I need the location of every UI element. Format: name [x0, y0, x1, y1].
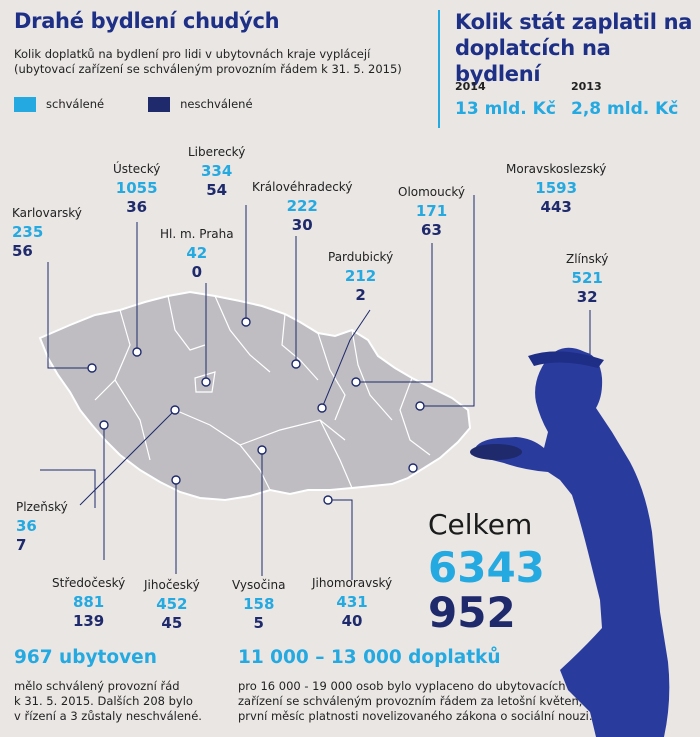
subtitle-line1: Kolik doplatků na bydlení pro lidi v uby… — [14, 47, 371, 61]
region-zlinsky: Zlínský 521 32 — [566, 250, 608, 307]
region-name: Plzeňský — [16, 500, 68, 514]
region-rejected: 40 — [341, 612, 363, 630]
header-divider — [438, 10, 440, 128]
subtitle-line2: (ubytovací zařízení se schváleným provoz… — [14, 62, 402, 76]
region-rejected: 5 — [253, 614, 264, 632]
region-rejected: 63 — [421, 221, 442, 239]
region-rejected: 2 — [355, 286, 366, 304]
region-approved: 521 — [571, 269, 603, 287]
right-title-line2: doplatcích na bydlení — [455, 36, 611, 86]
region-vysocina: Vysočina 158 5 — [232, 576, 285, 633]
footer-right-text: pro 16 000 - 19 000 osob bylo vyplaceno … — [238, 679, 592, 724]
region-stredocesky: Středočeský 881 139 — [52, 574, 125, 631]
legend: schválené neschválené — [14, 97, 253, 112]
region-name: Hl. m. Praha — [160, 227, 234, 241]
year-2013: 2013 2,8 mld. Kč — [571, 80, 678, 119]
region-karlovarsky: Karlovarský 235 56 — [12, 204, 82, 261]
hat-brim — [528, 351, 604, 368]
legend-approved-swatch — [14, 97, 36, 112]
region-rejected: 443 — [540, 198, 572, 216]
region-approved: 235 — [12, 223, 44, 241]
subtitle: Kolik doplatků na bydlení pro lidi v uby… — [14, 47, 434, 77]
footer-left-line1: mělo schválený provozní řád — [14, 679, 180, 693]
region-rejected: 54 — [206, 181, 228, 199]
year-2013-amount: 2,8 mld. Kč — [571, 99, 679, 119]
region-name: Karlovarský — [12, 206, 82, 220]
region-approved: 334 — [200, 162, 233, 180]
footer-right-heading: 11 000 – 13 000 doplatků — [238, 647, 501, 668]
beggar-silhouette — [474, 347, 670, 737]
right-title-line1: Kolik stát zaplatil na — [455, 10, 693, 34]
year-2014: 2014 13 mld. Kč — [455, 80, 556, 119]
region-ustecky: Ústecký 1055 36 — [113, 160, 160, 217]
region-name: Jihočeský — [144, 578, 200, 592]
footer-right-line3: první měsíc platnosti novelizovaného zák… — [238, 709, 593, 723]
region-name: Ústecký — [113, 162, 161, 176]
region-pardubicky: Pardubický 212 2 — [328, 248, 393, 305]
region-borders — [94, 295, 431, 491]
region-olomoucky: Olomoucký 171 63 — [398, 183, 465, 240]
region-approved: 881 — [72, 593, 105, 611]
year-2013-label: 2013 — [571, 80, 602, 93]
region-name: Olomoucký — [398, 185, 465, 199]
footer-right-line1: pro 16 000 - 19 000 osob bylo vyplaceno … — [238, 679, 566, 693]
region-rejected: 36 — [126, 198, 148, 216]
year-2014-amount: 13 mld. Kč — [455, 99, 556, 119]
region-rejected: 0 — [191, 263, 202, 281]
region-name: Vysočina — [232, 578, 286, 592]
region-approved: 42 — [186, 244, 208, 262]
region-name: Jihomoravský — [312, 576, 393, 590]
region-jihomoravsky: Jihomoravský 431 40 — [312, 574, 392, 631]
legend-rejected-label: neschválené — [180, 97, 253, 111]
region-approved: 1055 — [115, 179, 158, 197]
region-name: Zlínský — [566, 252, 609, 266]
footer-right-line2: zařízení se schváleným provozním řádem z… — [238, 694, 583, 708]
footer-left-line2: k 31. 5. 2015. Dalších 208 bylo — [14, 694, 193, 708]
region-approved: 452 — [156, 595, 188, 613]
region-rejected: 139 — [72, 612, 105, 630]
region-moravskoslezsky: Moravskoslezský 1593 443 — [506, 160, 606, 217]
region-rejected: 56 — [12, 242, 33, 260]
region-praha: Hl. m. Praha 42 0 — [160, 225, 234, 282]
region-name: Pardubický — [328, 250, 394, 264]
main-title: Drahé bydlení chudých — [14, 9, 280, 33]
region-jihocesky: Jihočeský 452 45 — [144, 576, 200, 633]
region-name: Královéhradecký — [252, 180, 353, 194]
legend-rejected: neschválené — [148, 97, 253, 112]
region-plzensky: Plzeňský 36 7 — [16, 498, 68, 555]
region-approved: 222 — [286, 197, 318, 215]
region-name: Středočeský — [52, 576, 126, 590]
region-liberecky: Liberecký 334 54 — [188, 143, 245, 200]
region-kralovehradecky: Královéhradecký 222 30 — [252, 178, 352, 235]
right-title: Kolik stát zaplatil na doplatcích na byd… — [455, 9, 700, 87]
footer-left-text: mělo schválený provozní řád k 31. 5. 201… — [14, 679, 202, 724]
region-approved: 158 — [243, 595, 275, 613]
region-approved: 171 — [415, 202, 448, 220]
region-approved: 1593 — [535, 179, 578, 197]
region-rejected: 45 — [161, 614, 183, 632]
total-approved: 6343 — [428, 543, 545, 592]
legend-approved: schválené — [14, 97, 104, 112]
region-name: Liberecký — [188, 145, 246, 159]
region-name: Moravskoslezský — [506, 162, 607, 176]
region-approved: 212 — [344, 267, 377, 285]
total-label: Celkem — [428, 508, 533, 541]
region-rejected: 7 — [16, 536, 27, 554]
legend-rejected-swatch — [148, 97, 171, 112]
begging-bowl — [470, 444, 522, 460]
year-2014-label: 2014 — [455, 80, 486, 93]
footer-left-heading: 967 ubytoven — [14, 647, 157, 668]
region-rejected: 30 — [291, 216, 313, 234]
region-markers — [87, 317, 425, 505]
total-block: Celkem 6343 952 — [428, 508, 545, 637]
region-rejected: 32 — [576, 288, 598, 306]
footer-left-line3: v řízení a 3 zůstaly neschválené. — [14, 709, 202, 723]
region-approved: 431 — [336, 593, 368, 611]
legend-approved-label: schválené — [46, 97, 105, 111]
region-approved: 36 — [16, 517, 37, 535]
total-rejected: 952 — [428, 588, 516, 637]
